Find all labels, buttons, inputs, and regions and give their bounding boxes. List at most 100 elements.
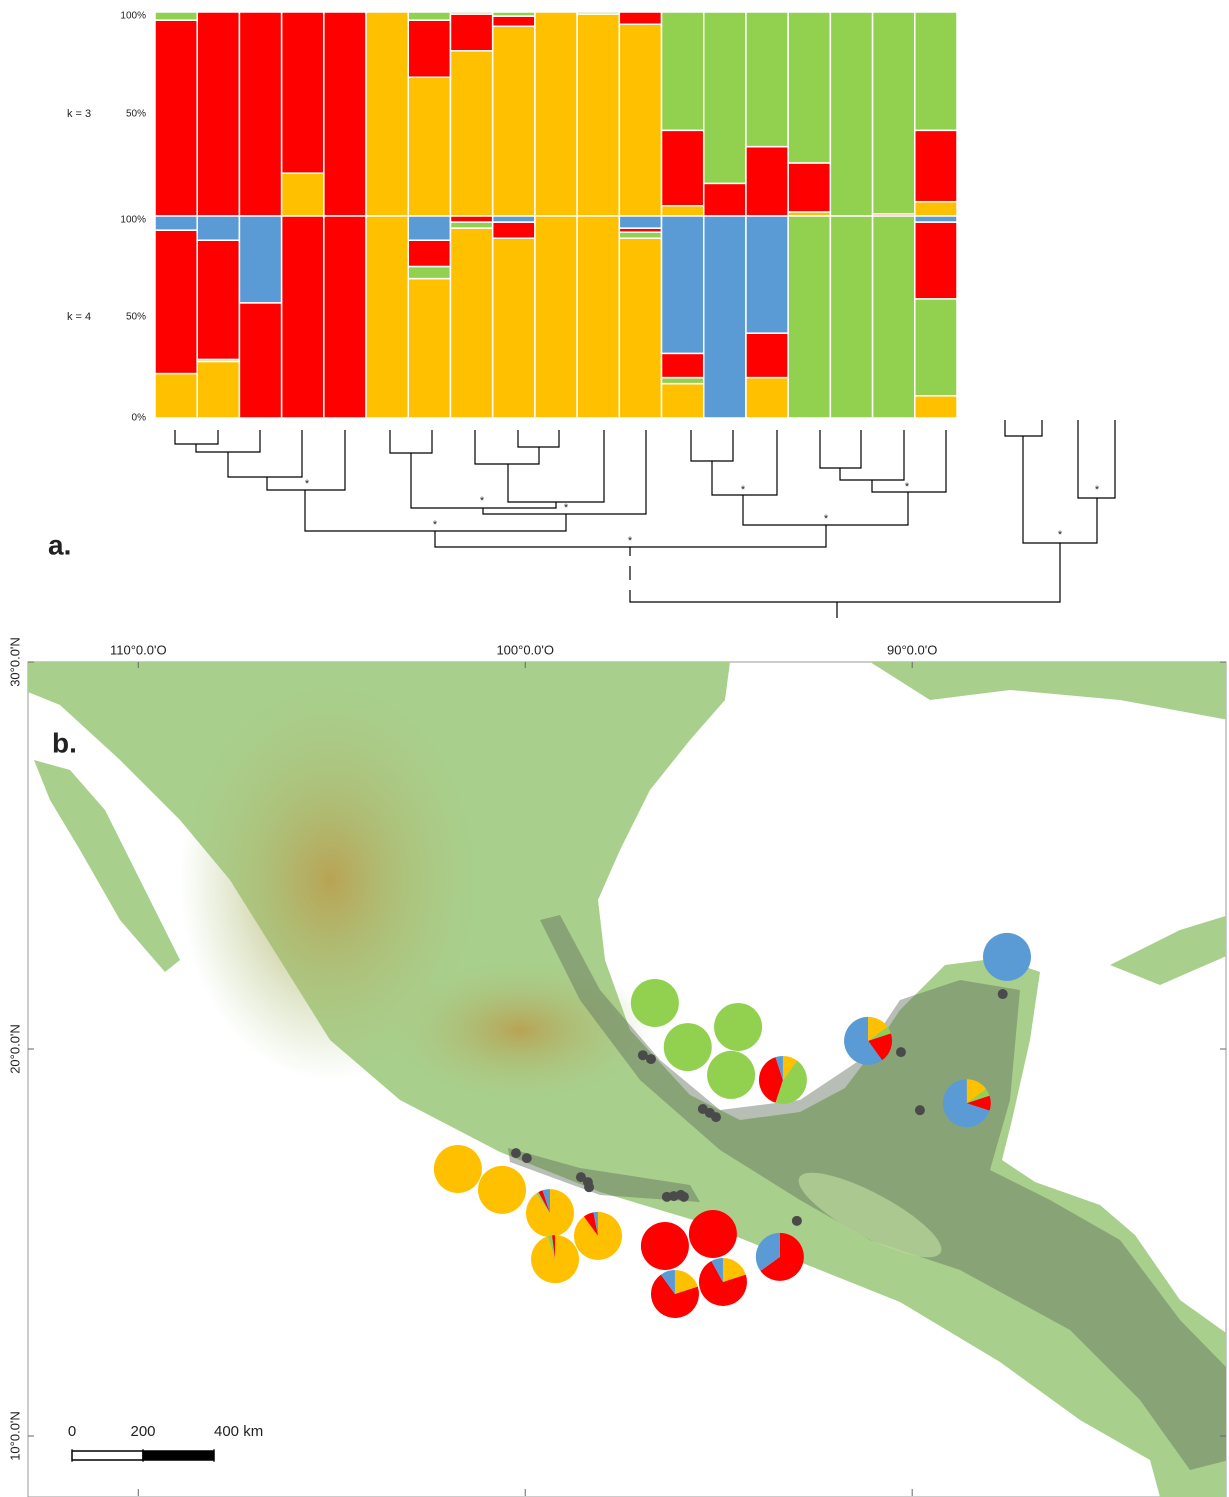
pie-slice <box>531 1235 579 1283</box>
bar-segment <box>619 12 661 24</box>
bar-segment <box>915 396 957 418</box>
sample-site <box>998 989 1008 999</box>
pie-slice <box>526 1189 574 1237</box>
bar-segment <box>662 378 704 384</box>
scale-segment <box>143 1451 214 1460</box>
bar-segment <box>493 238 535 418</box>
bar-segment <box>324 216 366 418</box>
pie-slice <box>478 1166 526 1214</box>
bar-segment <box>915 202 957 216</box>
panel-label: a. <box>48 529 71 560</box>
bar-segment <box>408 279 450 418</box>
y-tick-label: 100% <box>120 215 146 226</box>
bar-segment <box>746 333 788 377</box>
bar-segment <box>788 163 830 212</box>
support-label: * <box>564 502 569 514</box>
support-label: * <box>1058 529 1063 541</box>
bar-segment <box>450 12 492 14</box>
bar-segment <box>577 14 619 216</box>
pie <box>707 1051 755 1099</box>
bar-segment <box>155 20 197 216</box>
y-tick-label: 10°0.0'N <box>7 1411 22 1461</box>
y-tick-label: 50% <box>126 109 146 120</box>
bar-segment <box>619 238 661 418</box>
pie <box>478 1166 526 1214</box>
pie-slice <box>689 1210 737 1258</box>
bar-segment <box>493 26 535 216</box>
bar-segment <box>788 12 830 163</box>
bar-segment <box>197 12 239 216</box>
bar-segment <box>746 147 788 216</box>
bar-segment <box>915 216 957 222</box>
bar-segment <box>493 16 535 26</box>
bar-segment <box>493 216 535 222</box>
x-tick-label: 110°0.0'O <box>110 642 167 657</box>
bar-segment <box>577 12 619 14</box>
pie <box>714 1003 762 1051</box>
pie <box>526 1189 574 1237</box>
bar-segment <box>324 12 366 216</box>
bar-segment <box>197 240 239 359</box>
y-tick-label: 50% <box>126 312 146 323</box>
sample-site <box>584 1182 594 1192</box>
bar-segment <box>704 12 746 183</box>
support-label: * <box>628 535 633 547</box>
y-tick-label: 20°0.0'N <box>7 1024 22 1074</box>
bar-segment <box>450 228 492 418</box>
dendrogram <box>175 420 1115 618</box>
bar-segment <box>746 378 788 418</box>
bar-segment <box>830 12 872 216</box>
bar-segment <box>239 12 281 216</box>
pie-slice <box>983 933 1031 981</box>
bar-segment <box>408 77 450 216</box>
pie-slice <box>641 1222 689 1270</box>
bar-segment <box>915 299 957 396</box>
pie <box>531 1235 579 1283</box>
bar-segment <box>704 216 746 418</box>
sample-site <box>646 1054 656 1064</box>
support-label: * <box>824 513 829 525</box>
bar-segment <box>155 216 197 230</box>
bar-segment <box>662 216 704 353</box>
bar-segment <box>704 183 746 216</box>
bar-segment <box>155 230 197 373</box>
bar-segment <box>493 222 535 238</box>
bar-segment <box>662 353 704 377</box>
pie <box>434 1145 482 1193</box>
bar-segment <box>662 12 704 130</box>
scale-label: 0 <box>68 1423 76 1440</box>
bar-segment <box>408 240 450 266</box>
support-label: * <box>905 481 910 493</box>
bar-segment <box>535 216 577 418</box>
sample-site <box>792 1216 802 1226</box>
scale-label: 400 km <box>214 1423 263 1440</box>
bar-segment <box>915 130 957 201</box>
pie <box>631 979 679 1027</box>
pie-slice <box>707 1051 755 1099</box>
pie <box>756 1233 804 1281</box>
bar-segment <box>450 51 492 216</box>
pie <box>844 1017 892 1065</box>
bar-segment <box>239 216 281 303</box>
bar-segment <box>577 216 619 418</box>
sample-site <box>511 1148 521 1158</box>
bar-segment <box>915 222 957 299</box>
bar-segment <box>619 216 661 228</box>
sample-site <box>711 1112 721 1122</box>
x-tick-label: 90°0.0'O <box>887 642 937 657</box>
support-label: * <box>305 478 310 490</box>
pie <box>943 1079 991 1127</box>
pie <box>699 1258 747 1306</box>
y-tick-label: 100% <box>120 11 146 22</box>
bar-segment <box>873 216 915 418</box>
support-label: * <box>741 484 746 496</box>
x-tick-label: 100°0.0'O <box>496 642 554 657</box>
dendrogram-branches <box>175 420 1115 618</box>
sample-site <box>896 1047 906 1057</box>
support-label: * <box>480 495 485 507</box>
page: a. 110°0.0'O100°0.0'O90°0.0'O30°0.0'N20°… <box>0 0 1229 1497</box>
chart-title: k = 3 <box>67 108 91 120</box>
pie-slice <box>434 1145 482 1193</box>
chart-title: k = 4 <box>67 311 91 323</box>
pie <box>641 1222 689 1270</box>
